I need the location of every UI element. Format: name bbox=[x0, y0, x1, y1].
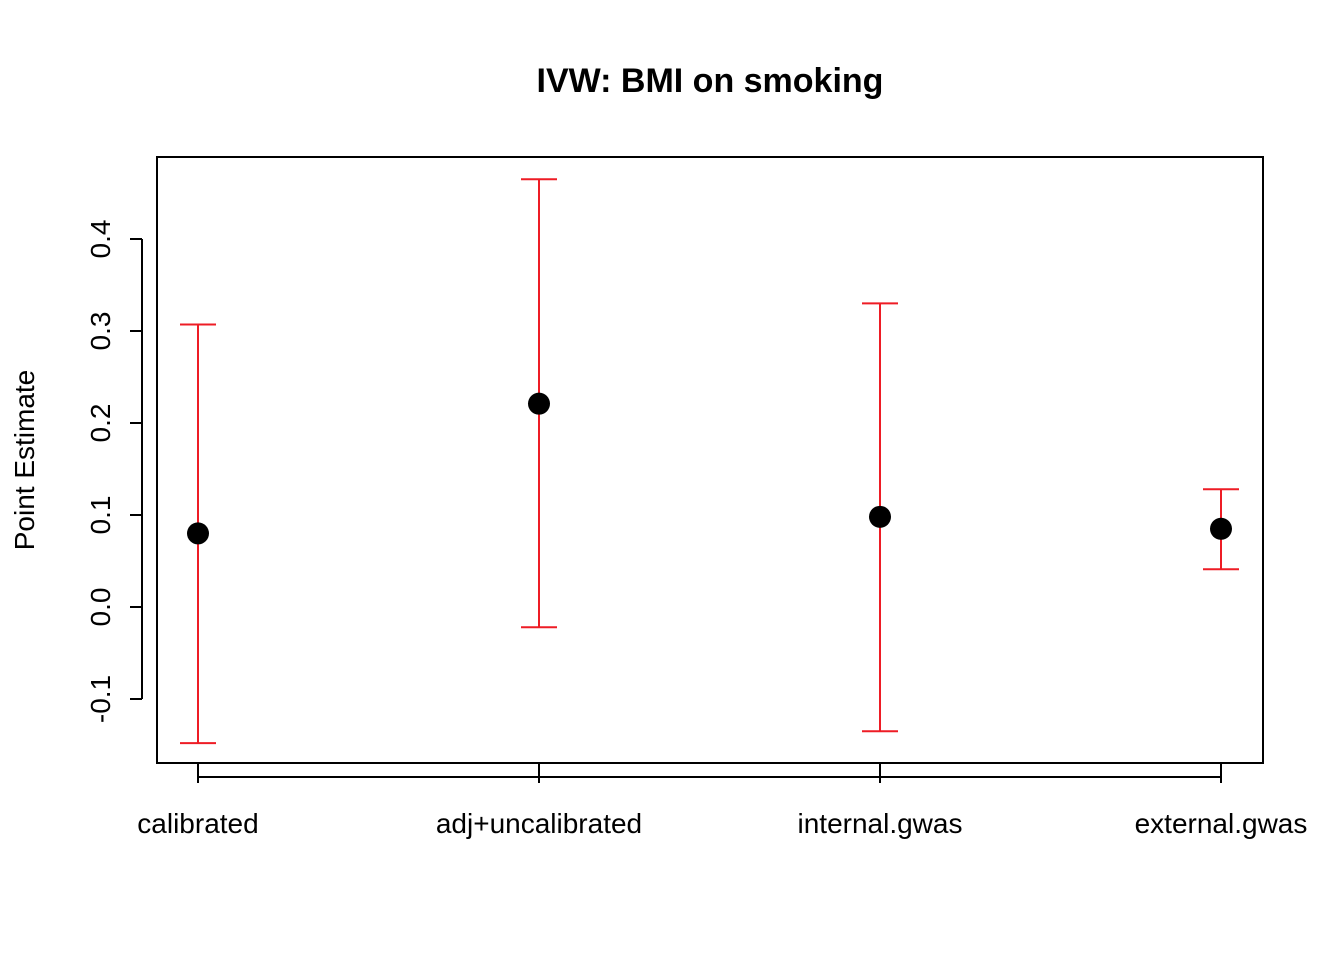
y-tick-label: 0.3 bbox=[85, 312, 116, 351]
x-axis: calibrated adj+uncalibrated internal.gwas e… bbox=[137, 763, 1307, 839]
point-estimate bbox=[187, 522, 209, 545]
y-tick-label: 0.1 bbox=[85, 496, 116, 535]
x-tick-label: calibrated bbox=[137, 808, 258, 839]
x-tick-label: external.gwas bbox=[1135, 808, 1308, 839]
x-tick-label: adj+uncalibrated bbox=[436, 808, 642, 839]
y-axis-label: Point Estimate bbox=[9, 370, 40, 551]
plot-frame bbox=[156, 156, 1264, 764]
y-tick-label: 0.4 bbox=[85, 220, 116, 259]
point-estimate bbox=[1210, 517, 1232, 540]
point-estimate bbox=[869, 505, 891, 528]
y-tick-label: 0.2 bbox=[85, 404, 116, 443]
y-axis: -0.1 0.0 0.1 0.2 0.3 0.4 bbox=[85, 220, 143, 723]
y-tick-label: -0.1 bbox=[85, 675, 116, 723]
chart-title: IVW: BMI on smoking bbox=[537, 62, 884, 100]
points bbox=[187, 392, 1232, 545]
error-bars bbox=[180, 178, 1239, 745]
x-tick-label: internal.gwas bbox=[798, 808, 963, 839]
point-estimate bbox=[528, 392, 550, 415]
y-tick-label: 0.0 bbox=[85, 588, 116, 627]
